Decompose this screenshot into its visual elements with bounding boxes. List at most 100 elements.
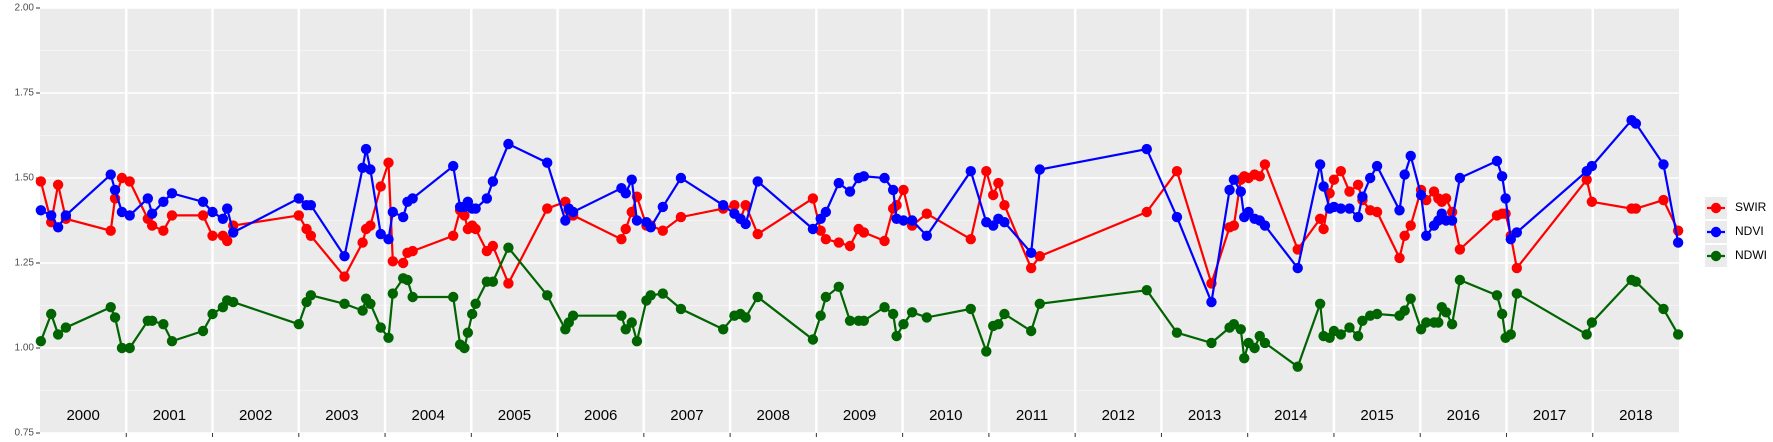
point [462, 327, 474, 338]
point [844, 240, 856, 252]
point [1672, 237, 1684, 248]
point [542, 290, 553, 301]
point [470, 298, 481, 309]
point [383, 234, 394, 245]
point [52, 179, 64, 190]
point [1314, 159, 1326, 170]
point [124, 176, 135, 187]
point [1357, 191, 1368, 202]
point [397, 257, 409, 269]
point [221, 235, 233, 247]
point [616, 234, 627, 245]
point [109, 312, 121, 323]
point [339, 298, 350, 309]
point [1399, 305, 1410, 316]
year-label: 2008 [757, 407, 790, 424]
point [1292, 361, 1303, 372]
point [729, 200, 740, 211]
point [898, 184, 909, 196]
point [1581, 174, 1592, 185]
point [1352, 330, 1364, 342]
point [503, 242, 514, 253]
point [365, 164, 376, 175]
point [657, 201, 669, 213]
point [631, 215, 643, 226]
point [965, 166, 976, 177]
y-tick-label: 1.25 [15, 258, 35, 269]
point [481, 193, 493, 204]
legend-point [1710, 250, 1722, 262]
point [1352, 179, 1364, 190]
point [718, 200, 729, 211]
point [1335, 166, 1347, 177]
point [105, 225, 116, 236]
year-label: 2010 [929, 407, 962, 424]
point [1025, 247, 1037, 258]
point [448, 160, 459, 172]
point [620, 223, 631, 235]
point [1249, 342, 1260, 354]
point [993, 177, 1004, 189]
y-tick-label: 1.75 [15, 88, 35, 99]
point [35, 176, 47, 187]
point [898, 215, 909, 226]
point [197, 325, 209, 337]
point [146, 315, 158, 326]
year-label: 2012 [1102, 407, 1135, 424]
point [207, 206, 218, 218]
point [1357, 315, 1368, 326]
point [858, 315, 870, 326]
year-label: 2018 [1619, 407, 1652, 424]
point [1433, 317, 1444, 328]
point [999, 200, 1010, 211]
point [1394, 205, 1405, 216]
point [207, 230, 218, 241]
point [293, 193, 304, 204]
point [375, 322, 386, 333]
point [560, 215, 571, 226]
point [375, 181, 386, 192]
point [166, 210, 178, 221]
point [487, 176, 499, 187]
point [1586, 196, 1598, 207]
year-label: 2000 [66, 407, 99, 424]
point [657, 225, 669, 236]
legend-point [1710, 226, 1722, 238]
point [815, 310, 826, 321]
point [1318, 223, 1329, 235]
point [1259, 220, 1271, 231]
point [807, 193, 819, 204]
point [365, 298, 376, 309]
point [833, 177, 844, 189]
point [1239, 353, 1250, 364]
point [820, 234, 832, 245]
point [879, 172, 890, 184]
point [879, 235, 890, 247]
point [1658, 194, 1669, 206]
year-label: 2002 [239, 407, 272, 424]
point [503, 138, 514, 150]
point [1446, 215, 1458, 226]
point [1630, 118, 1642, 129]
point [1228, 220, 1240, 231]
point [357, 162, 368, 173]
point [645, 290, 656, 301]
point [820, 291, 832, 303]
point [305, 290, 317, 301]
legend-label: NDVI [1735, 224, 1764, 238]
point [1344, 322, 1355, 333]
point [675, 172, 687, 184]
point [1505, 234, 1516, 245]
point [740, 218, 751, 230]
point [542, 157, 553, 168]
point [448, 230, 459, 241]
point [60, 210, 72, 221]
point [1586, 160, 1598, 172]
point [1394, 252, 1405, 264]
point [146, 220, 158, 231]
point [407, 245, 418, 257]
point [1399, 169, 1410, 180]
point [1314, 213, 1326, 224]
point [46, 210, 57, 221]
year-label: 2006 [584, 407, 617, 424]
